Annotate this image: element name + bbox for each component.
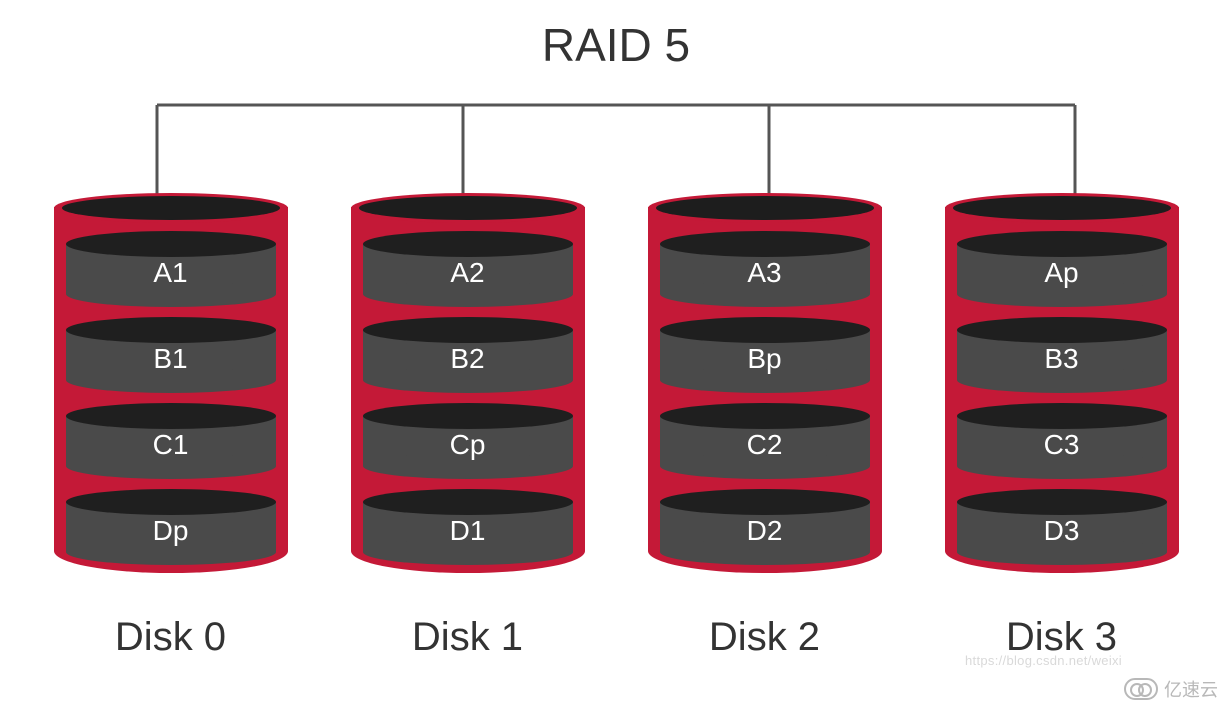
platter: B3 bbox=[957, 317, 1167, 393]
disk-label: Disk 0 bbox=[115, 615, 226, 660]
block-label: A2 bbox=[363, 257, 573, 289]
platter: Ap bbox=[957, 231, 1167, 307]
diagram-title: RAID 5 bbox=[0, 18, 1232, 72]
platter: C1 bbox=[66, 403, 276, 479]
disk-column-0: A1 B1 C1 Dp Disk 0 bbox=[46, 193, 296, 660]
disk-cylinder: A3 Bp C2 D2 bbox=[648, 193, 882, 587]
block-label: D3 bbox=[957, 515, 1167, 547]
watermark-brand: 亿速云 bbox=[1164, 676, 1218, 702]
disks-row: A1 B1 C1 Dp Disk 0 A2 B2 Cp D1 Disk 1 A3 Bp C2 D2 Disk… bbox=[0, 193, 1232, 660]
disk-cylinder: A2 B2 Cp D1 bbox=[351, 193, 585, 587]
block-label: C3 bbox=[957, 429, 1167, 461]
platter: C3 bbox=[957, 403, 1167, 479]
disk-label: Disk 1 bbox=[412, 615, 523, 660]
platter: Cp bbox=[363, 403, 573, 479]
disk-cylinder: A1 B1 C1 Dp bbox=[54, 193, 288, 587]
platter: A2 bbox=[363, 231, 573, 307]
platter: B1 bbox=[66, 317, 276, 393]
watermark-url: https://blog.csdn.net/weixi bbox=[965, 653, 1122, 668]
block-label: D1 bbox=[363, 515, 573, 547]
block-label: Bp bbox=[660, 343, 870, 375]
block-label: B3 bbox=[957, 343, 1167, 375]
block-label: Cp bbox=[363, 429, 573, 461]
disk-cylinder: Ap B3 C3 D3 bbox=[945, 193, 1179, 587]
block-label: D2 bbox=[660, 515, 870, 547]
block-label: C2 bbox=[660, 429, 870, 461]
platter: D1 bbox=[363, 489, 573, 565]
platter: C2 bbox=[660, 403, 870, 479]
platter: Dp bbox=[66, 489, 276, 565]
block-label: A1 bbox=[66, 257, 276, 289]
block-label: Dp bbox=[66, 515, 276, 547]
block-label: A3 bbox=[660, 257, 870, 289]
block-label: Ap bbox=[957, 257, 1167, 289]
disk-column-2: A3 Bp C2 D2 Disk 2 bbox=[640, 193, 890, 660]
block-label: B2 bbox=[363, 343, 573, 375]
cloud-logo-icon bbox=[1124, 678, 1158, 700]
disk-label: Disk 2 bbox=[709, 615, 820, 660]
platter: A1 bbox=[66, 231, 276, 307]
platter: D3 bbox=[957, 489, 1167, 565]
watermark: 亿速云 bbox=[1124, 676, 1218, 702]
platter: A3 bbox=[660, 231, 870, 307]
block-label: B1 bbox=[66, 343, 276, 375]
disk-column-1: A2 B2 Cp D1 Disk 1 bbox=[343, 193, 593, 660]
platter: Bp bbox=[660, 317, 870, 393]
disk-column-3: ApB3C3D3Disk 3 bbox=[937, 193, 1187, 660]
platter: D2 bbox=[660, 489, 870, 565]
platter: B2 bbox=[363, 317, 573, 393]
block-label: C1 bbox=[66, 429, 276, 461]
